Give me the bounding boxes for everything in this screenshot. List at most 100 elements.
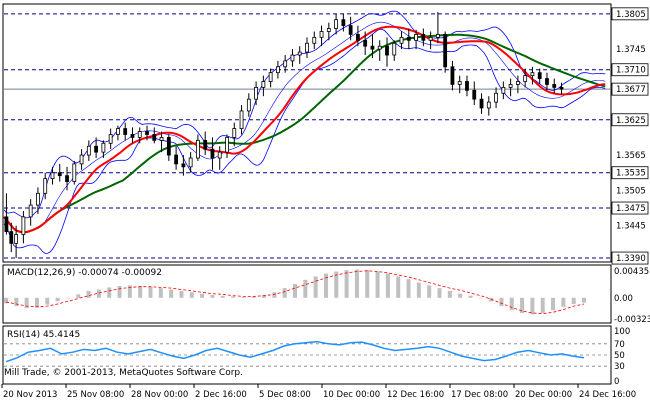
x-tick-label: 24 Dec 16:00 bbox=[579, 390, 636, 400]
macd-bar bbox=[365, 270, 370, 298]
candle-body bbox=[50, 172, 55, 180]
candle-body bbox=[341, 19, 346, 26]
x-tick-label: 25 Nov 08:00 bbox=[67, 390, 124, 400]
macd-bar bbox=[251, 296, 256, 298]
macd-bar bbox=[416, 282, 421, 298]
macd-bar bbox=[334, 271, 339, 298]
macd-bar bbox=[272, 292, 277, 298]
copyright-text: Mill Trade, © 2001-2013, MetaQuotes Soft… bbox=[4, 368, 243, 378]
macd-bar bbox=[468, 295, 473, 298]
rsi-tick-label: 100 bbox=[614, 327, 630, 337]
candle-body bbox=[305, 42, 309, 53]
macd-bar bbox=[344, 270, 349, 298]
macd-bar bbox=[447, 290, 452, 298]
candle-body bbox=[421, 34, 426, 41]
candle-body bbox=[414, 34, 418, 41]
macd-bar bbox=[24, 297, 29, 309]
macd-signal-line bbox=[5, 270, 585, 315]
macd-bar bbox=[375, 271, 380, 298]
macd-bar bbox=[427, 285, 432, 298]
macd-bar bbox=[4, 297, 8, 304]
candle-body bbox=[159, 137, 164, 141]
price-tag-box bbox=[611, 166, 649, 180]
candle-body bbox=[559, 86, 564, 90]
price-tick-label: 1.3625 bbox=[616, 116, 646, 126]
candle-body bbox=[130, 134, 135, 138]
candle-body bbox=[188, 157, 193, 168]
candle-body bbox=[443, 34, 448, 68]
candle-body bbox=[239, 110, 244, 129]
macd-bar bbox=[189, 292, 194, 298]
candle-body bbox=[261, 81, 266, 88]
price-tick-label: 1.3805 bbox=[616, 10, 646, 20]
bollinger-upper bbox=[3, 10, 606, 219]
ma-red-line bbox=[3, 25, 606, 234]
bollinger-middle bbox=[3, 21, 606, 233]
rsi-tick-label: 30 bbox=[614, 362, 625, 372]
price-tag-box bbox=[611, 7, 649, 21]
candle-body bbox=[334, 19, 338, 29]
candle-body bbox=[472, 89, 477, 100]
candle-body bbox=[254, 86, 258, 100]
candle-body bbox=[297, 51, 302, 56]
candle-body bbox=[43, 178, 48, 194]
axis-layer: 1.3805 1.3745 1.3710 1.3677 1.3625 1.3565 1.35… bbox=[1, 7, 650, 400]
candle-body bbox=[319, 31, 324, 38]
candle-body bbox=[28, 204, 33, 218]
macd-bar bbox=[86, 290, 91, 298]
candle-body bbox=[65, 175, 69, 182]
macd-bar bbox=[220, 295, 225, 298]
price-tick-label: 1.3565 bbox=[616, 151, 646, 161]
macd-bar bbox=[551, 297, 556, 311]
price-tick-label: 1.3445 bbox=[616, 222, 646, 232]
price-tick-label: 1.3390 bbox=[616, 254, 646, 264]
candle-body bbox=[225, 137, 229, 153]
x-tick-label: 12 Dec 16:00 bbox=[387, 390, 444, 400]
macd-bar bbox=[520, 297, 525, 314]
candle-body bbox=[232, 128, 237, 138]
macd-bar bbox=[158, 288, 163, 298]
macd-bar bbox=[354, 269, 359, 298]
macd-bar bbox=[293, 283, 297, 298]
macd-bar bbox=[509, 297, 514, 311]
candle-body bbox=[290, 54, 295, 62]
rsi-line bbox=[5, 340, 585, 363]
macd-bar bbox=[76, 294, 81, 298]
price-tag-box bbox=[611, 251, 649, 265]
candle-body bbox=[435, 34, 440, 38]
macd-bar bbox=[478, 297, 483, 299]
candle-body bbox=[377, 45, 382, 50]
rsi-layer bbox=[4, 340, 610, 367]
candle-body bbox=[428, 36, 433, 41]
x-tick-label: 17 Dec 08:00 bbox=[451, 390, 508, 400]
price-tick-label: 1.3745 bbox=[616, 45, 646, 55]
candle-body bbox=[283, 60, 288, 68]
macd-bar bbox=[385, 273, 390, 298]
candle-body bbox=[276, 66, 280, 74]
macd-tick-label: 0.00 bbox=[614, 294, 633, 304]
macd-bar bbox=[499, 297, 504, 307]
candle-body bbox=[486, 101, 491, 109]
candle-body bbox=[36, 192, 40, 206]
candle-body bbox=[385, 45, 389, 56]
macd-bar bbox=[14, 297, 19, 307]
candle-body bbox=[203, 139, 208, 150]
candle-body bbox=[210, 148, 215, 159]
candle-body bbox=[79, 154, 84, 165]
price-tag-box bbox=[611, 82, 649, 96]
price-tick-label: 1.3535 bbox=[616, 169, 646, 179]
macd-bar bbox=[117, 286, 122, 298]
macd-bar bbox=[231, 296, 236, 298]
candle-body bbox=[116, 128, 120, 135]
x-tick-label: 2 Dec 16:00 bbox=[195, 390, 247, 400]
macd-tick-label: 0.00435 bbox=[614, 267, 649, 277]
macd-bar bbox=[45, 297, 50, 305]
candle-body bbox=[312, 36, 317, 44]
candle-body bbox=[523, 75, 528, 82]
candle-body bbox=[72, 163, 77, 182]
price-layer bbox=[3, 10, 610, 259]
candle-body bbox=[392, 42, 397, 56]
macd-bar bbox=[540, 297, 545, 314]
candle-body bbox=[196, 139, 200, 159]
